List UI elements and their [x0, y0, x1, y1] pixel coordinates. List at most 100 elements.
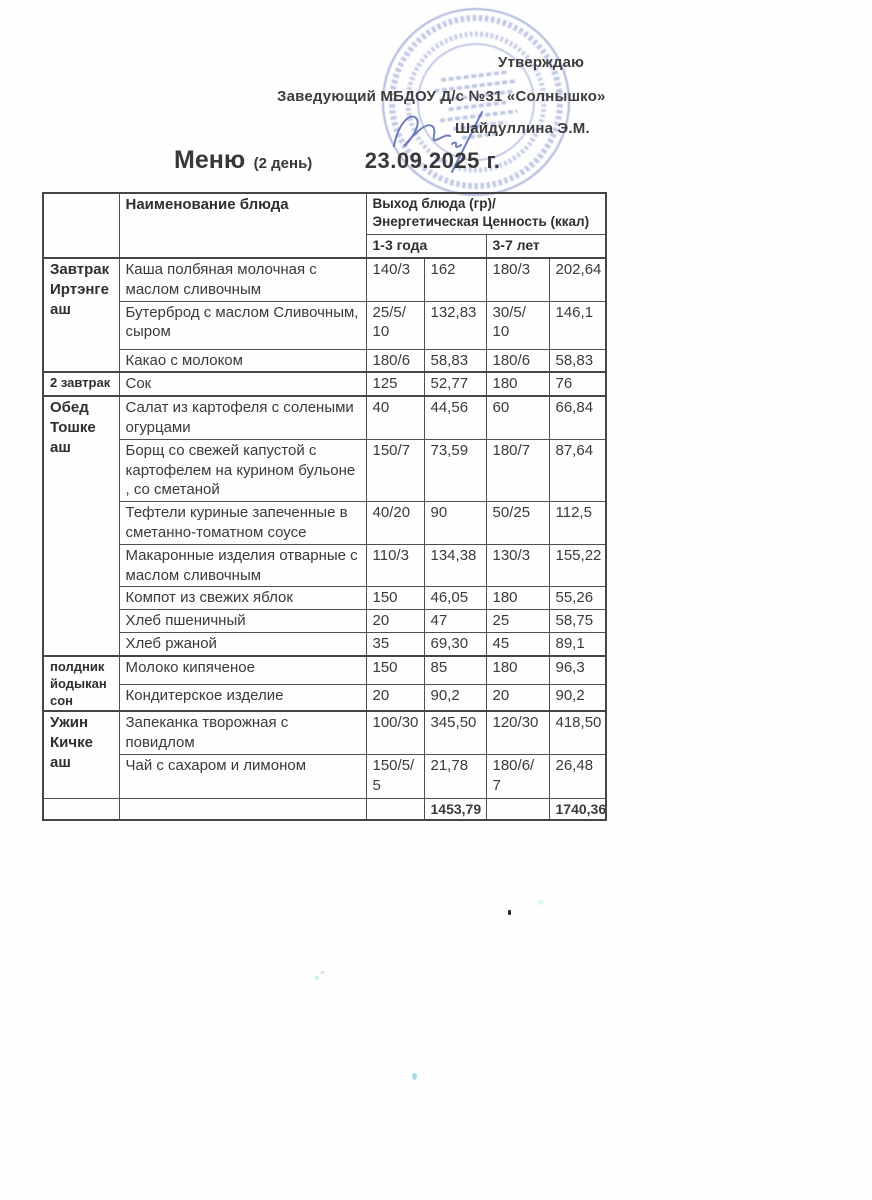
kcal-total-cell: 1740,36: [548, 797, 607, 821]
scan-speck: [538, 900, 544, 905]
portion-cell: 125: [365, 371, 425, 397]
menu-row: Тефтели куриные запеченные в сметанно-то…: [43, 501, 607, 545]
kcal-cell: 87,64: [548, 438, 607, 503]
portion-cell: 180: [485, 371, 550, 397]
portion-cell: 180: [485, 586, 550, 611]
director-line: Заведующий МБДОУ Д/с №31 «Солнышко»: [277, 88, 606, 105]
menu-row: Компот из свежих яблок 150 46,05 180 55,26: [43, 586, 607, 611]
menu-row: Завтрак Иртэнге аш Каша полбяная молочная…: [42, 256, 607, 373]
portion-cell: 25: [485, 609, 550, 633]
kcal-cell: 90: [423, 501, 487, 545]
scan-speck: [508, 910, 511, 915]
dish-cell: Чай с сахаром и лимоном: [118, 753, 367, 799]
kcal-cell: 202,64: [548, 256, 607, 302]
portion-cell: 130/3: [485, 543, 550, 588]
meal-cell: Ужин Кичке аш: [42, 710, 120, 799]
kcal-cell: 47: [423, 609, 487, 633]
menu-row: полдник йодыкан сон Молоко кипяченое 150 85…: [42, 654, 607, 712]
kcal-cell: 345,50: [423, 710, 487, 755]
menu-row: Бутерброд с маслом Сливочным, сыром 25/5/…: [43, 300, 607, 350]
scan-speck: [315, 976, 319, 980]
portion-cell: 180/6: [485, 348, 550, 373]
portion-cell: 100/30: [365, 710, 425, 755]
age-group-1-3-header: 1-3 года: [365, 234, 487, 259]
dish-cell: Макаронные изделия отварные с маслом сли…: [118, 543, 367, 588]
portion-cell: 30/5/ 10: [485, 300, 550, 350]
kcal-cell: 76: [548, 371, 607, 397]
portion-cell: 180/6/ 7: [485, 753, 550, 799]
menu-row: Чай с сахаром и лимоном 150/5/ 5 21,78 180/…: [43, 753, 607, 799]
kcal-cell: 26,48: [548, 753, 607, 799]
menu-row: Какао с молоком 180/6 58,83 180/6 58,83: [43, 348, 607, 373]
kcal-cell: 146,1: [548, 300, 607, 350]
kcal-cell: 46,05: [423, 586, 487, 611]
kcal-cell: 44,56: [423, 395, 487, 440]
kcal-cell: 58,83: [548, 348, 607, 373]
dish-cell: Борщ со свежей капустой с картофелем на …: [118, 438, 367, 503]
dish-cell: Запеканка творожная с повидлом: [118, 710, 367, 755]
portion-cell: 25/5/ 10: [365, 300, 425, 350]
dish-cell: Сок: [118, 371, 367, 397]
meal-column-header: [42, 192, 120, 259]
menu-table: Наименование блюда Выход блюда (гр)/Энер…: [42, 192, 608, 822]
approve-label: Утверждаю: [498, 54, 585, 71]
menu-row: Ужин Кичке аш Запеканка творожная с повид…: [42, 710, 607, 799]
portion-cell: 35: [365, 631, 425, 657]
output-column-header: Выход блюда (гр)/Энергетическая Ценность…: [365, 192, 607, 235]
kcal-cell: 112,5: [548, 501, 607, 545]
kcal-cell: 89,1: [548, 631, 607, 657]
portion-cell: 140/3: [365, 256, 425, 302]
kcal-cell: 66,84: [548, 395, 607, 440]
official-round-stamp-icon: [382, 8, 570, 196]
meal-cell: 2 завтрак: [42, 371, 120, 397]
menu-row: Борщ со свежей капустой с картофелем на …: [43, 438, 607, 503]
portion-cell: 60: [485, 395, 550, 440]
portion-cell: [365, 797, 425, 821]
dish-cell: Компот из свежих яблок: [118, 586, 367, 611]
menu-row: Обед Тошке аш Салат из картофеля с солены…: [42, 395, 607, 657]
kcal-cell: 90,2: [423, 683, 487, 712]
portion-cell: 150/5/ 5: [365, 753, 425, 799]
portion-cell: 45: [485, 631, 550, 657]
portion-cell: 150: [365, 586, 425, 611]
menu-row: 2 завтрак Сок 125 52,77 180 76: [42, 371, 607, 397]
dish-cell: Молоко кипяченое: [118, 654, 367, 685]
dish-cell: Каша полбяная молочная с маслом сливочны…: [118, 256, 367, 302]
dish-cell: Салат из картофеля с солеными огурцами: [118, 395, 367, 440]
portion-cell: 20: [485, 683, 550, 712]
kcal-cell: 85: [423, 654, 487, 685]
dish-column-header: Наименование блюда: [118, 192, 367, 259]
kcal-total-cell: 1453,79: [423, 797, 487, 821]
kcal-cell: 21,78: [423, 753, 487, 799]
kcal-cell: 73,59: [423, 438, 487, 503]
menu-date: 23.09.2025 г.: [364, 148, 501, 173]
portion-cell: 180/7: [485, 438, 550, 503]
portion-cell: 150: [365, 654, 425, 685]
meal-cell: Обед Тошке аш: [42, 395, 120, 657]
kcal-cell: 132,83: [423, 300, 487, 350]
dish-cell: Хлеб ржаной: [118, 631, 367, 657]
kcal-cell: 90,2: [548, 683, 607, 712]
dish-cell: Тефтели куриные запеченные в сметанно-то…: [118, 501, 367, 545]
portion-cell: 20: [365, 683, 425, 712]
meal-cell: [42, 797, 120, 821]
kcal-cell: 58,75: [548, 609, 607, 633]
dish-cell: [118, 797, 367, 821]
dish-cell: Какао с молоком: [118, 348, 367, 373]
kcal-cell: 52,77: [423, 371, 487, 397]
portion-cell: 120/30: [485, 710, 550, 755]
scan-speck: [412, 1073, 417, 1080]
kcal-cell: 134,38: [423, 543, 487, 588]
menu-day: (2 день): [253, 155, 313, 172]
menu-row: Макаронные изделия отварные с маслом сли…: [43, 543, 607, 588]
portion-cell: 180/6: [365, 348, 425, 373]
portion-cell: 180: [485, 654, 550, 685]
kcal-cell: 55,26: [548, 586, 607, 611]
kcal-cell: 155,22: [548, 543, 607, 588]
kcal-cell: 69,30: [423, 631, 487, 657]
meal-cell: Завтрак Иртэнге аш: [42, 256, 120, 373]
portion-cell: 110/3: [365, 543, 425, 588]
age-group-3-7-header: 3-7 лет: [485, 234, 607, 259]
portion-cell: 20: [365, 609, 425, 633]
